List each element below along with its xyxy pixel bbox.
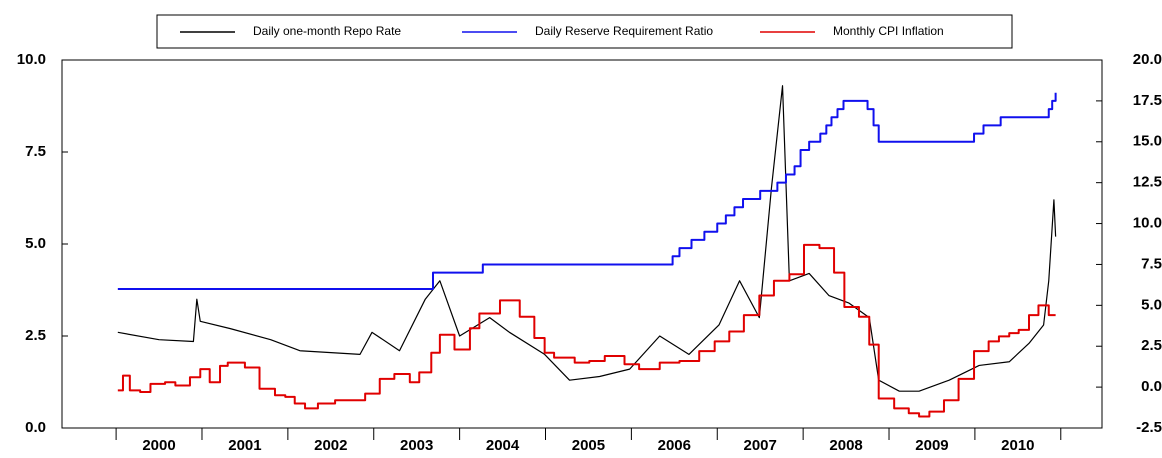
plot-frame <box>61 59 1103 429</box>
y2-tick-label: 17.5 <box>1133 92 1162 109</box>
legend-label: Daily one-month Repo Rate <box>253 24 401 38</box>
x-tick-label: 2003 <box>400 437 433 454</box>
series-line <box>117 85 1057 392</box>
y-tick-label: 10.0 <box>17 51 46 68</box>
y2-tick-label: 5.0 <box>1141 296 1162 313</box>
y2-tick-label: 10.0 <box>1133 215 1162 232</box>
y2-tick-label: 7.5 <box>1141 255 1162 272</box>
x-tick-label: 2005 <box>572 437 605 454</box>
y2-tick-label: 2.5 <box>1141 337 1162 354</box>
x-tick-label: 2007 <box>744 437 777 454</box>
y2-tick-label: 12.5 <box>1133 174 1162 191</box>
x-tick-label: 2004 <box>486 437 520 454</box>
series-line <box>117 243 1056 418</box>
y-tick-label: 0.0 <box>25 419 46 436</box>
y2-tick-label: 20.0 <box>1133 51 1162 68</box>
y2-tick-label: -2.5 <box>1136 419 1162 436</box>
series-line <box>117 92 1057 290</box>
x-tick-label: 2002 <box>314 437 347 454</box>
y-tick-label: 7.5 <box>25 143 46 160</box>
x-tick-label: 2000 <box>142 437 175 454</box>
x-tick-label: 2008 <box>829 437 862 454</box>
legend-label: Monthly CPI Inflation <box>833 24 944 38</box>
x-tick-label: 2009 <box>915 437 948 454</box>
x-tick-label: 2010 <box>1001 437 1034 454</box>
x-tick-label: 2001 <box>228 437 261 454</box>
y2-tick-label: 15.0 <box>1133 133 1162 150</box>
legend-label: Daily Reserve Requirement Ratio <box>535 24 713 38</box>
y-tick-label: 2.5 <box>25 327 46 344</box>
x-tick-label: 2006 <box>658 437 691 454</box>
legend-box <box>156 14 1013 49</box>
y2-tick-label: 0.0 <box>1141 378 1162 395</box>
y-tick-label: 5.0 <box>25 235 46 252</box>
